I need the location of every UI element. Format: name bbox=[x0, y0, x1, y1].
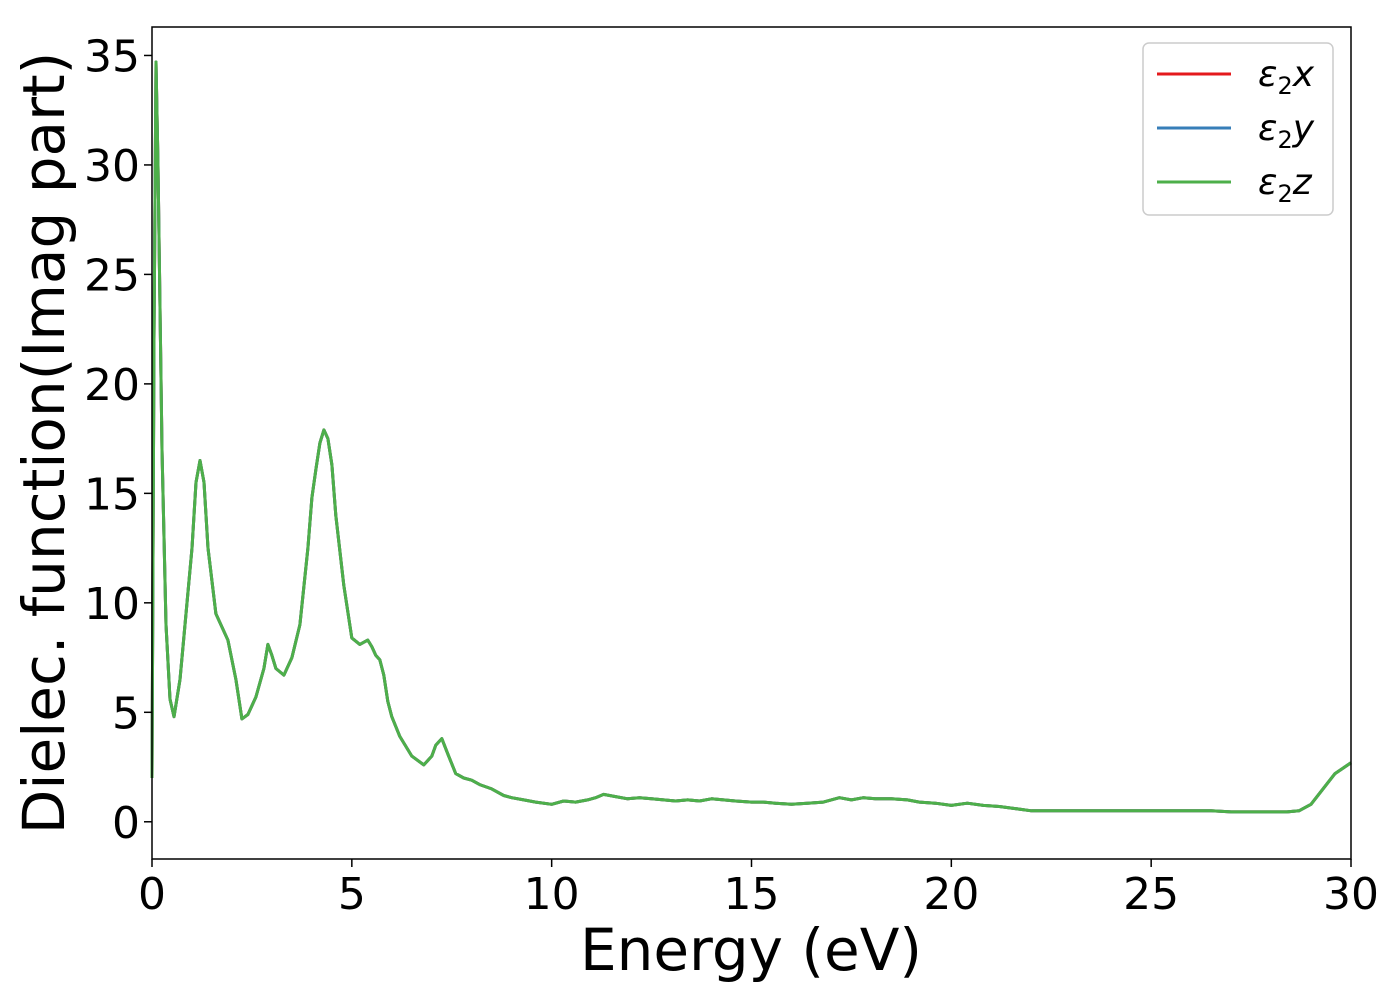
y-axis-ticks: 0 5 10 15 20 25 30 35 bbox=[84, 31, 152, 849]
legend-box bbox=[1142, 42, 1334, 216]
y-tick-label: 10 bbox=[84, 579, 140, 630]
x-tick-label: 5 bbox=[338, 869, 366, 920]
x-axis-ticks: 0 5 10 15 20 25 30 bbox=[138, 859, 1379, 920]
x-tick-label: 25 bbox=[1123, 869, 1179, 920]
legend-label-0: ε2x bbox=[1258, 54, 1315, 100]
x-tick-label: 0 bbox=[138, 869, 166, 920]
y-tick-label: 5 bbox=[112, 688, 140, 739]
legend-label-1: ε2y bbox=[1258, 108, 1315, 154]
x-tick-label: 30 bbox=[1323, 869, 1379, 920]
y-tick-label: 15 bbox=[84, 469, 140, 520]
y-axis-label: Dielec. function(Imag part) bbox=[10, 52, 78, 835]
legend-entries: ε2x ε2y ε2z bbox=[1157, 54, 1315, 208]
y-tick-label: 20 bbox=[84, 360, 140, 411]
y-tick-label: 35 bbox=[84, 31, 140, 82]
legend: ε2x ε2y ε2z bbox=[1142, 42, 1334, 216]
series-layer bbox=[150, 60, 1352, 814]
y-tick-label: 25 bbox=[84, 250, 140, 301]
y-tick-label: 30 bbox=[84, 141, 140, 192]
y-tick-label: 0 bbox=[112, 798, 140, 849]
x-tick-label: 10 bbox=[524, 869, 580, 920]
x-tick-label: 15 bbox=[724, 869, 780, 920]
legend-label-2: ε2z bbox=[1258, 162, 1313, 208]
x-axis-label: Energy (eV) bbox=[580, 916, 922, 984]
x-tick-label: 20 bbox=[923, 869, 979, 920]
series-line-2 bbox=[150, 60, 1352, 814]
